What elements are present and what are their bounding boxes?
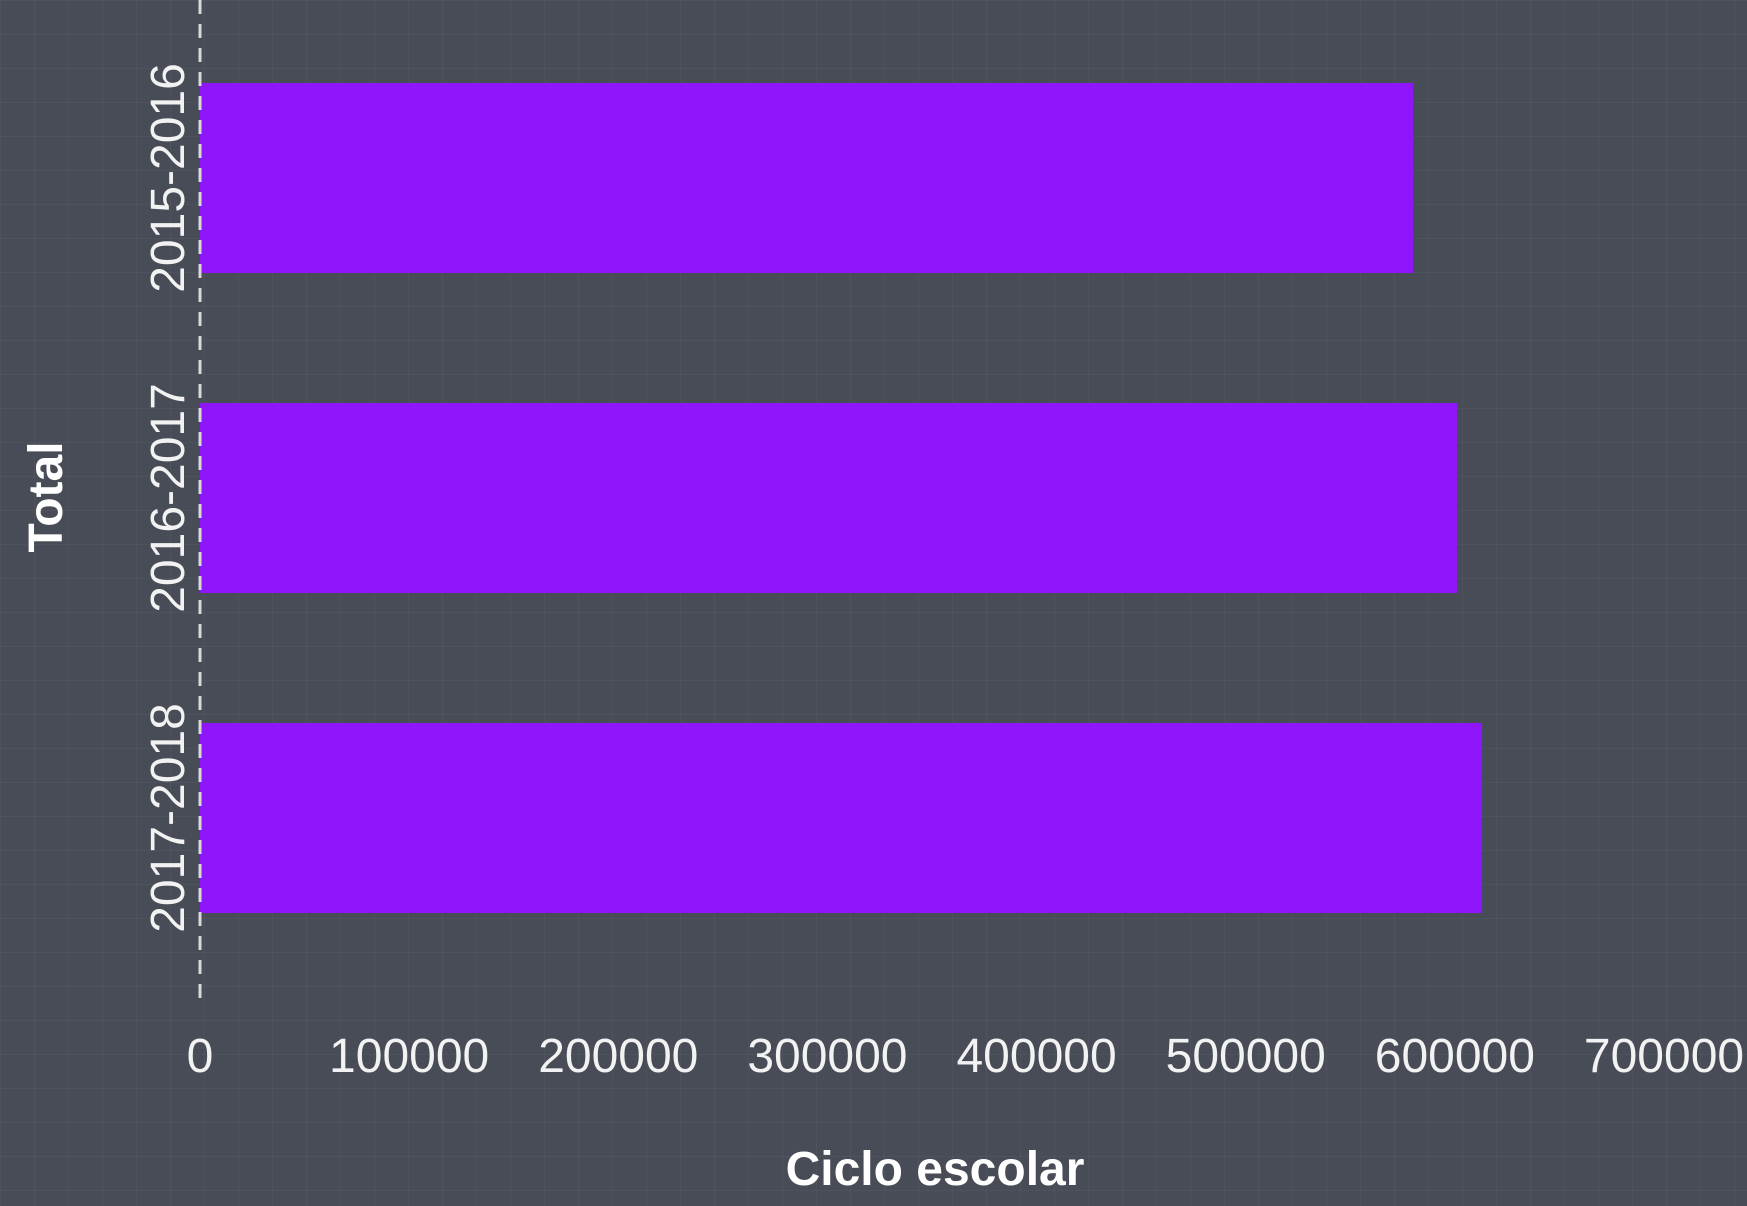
x-tick-label: 200000	[538, 1030, 698, 1083]
x-tick-label: 400000	[956, 1030, 1116, 1083]
x-tick-label: 300000	[747, 1030, 907, 1083]
bars-group	[200, 83, 1483, 913]
x-tick-label: 0	[187, 1030, 214, 1083]
x-tick-label: 600000	[1375, 1030, 1535, 1083]
y-tick-labels: 2015-2016 2016-2017 2017-2018	[142, 63, 195, 933]
y-axis-title: Total	[20, 441, 73, 552]
x-tick-labels: 0 100000 200000 300000 400000 500000 600000 700…	[187, 1030, 1744, 1083]
x-tick-label: 700000	[1584, 1030, 1744, 1083]
x-tick-label: 500000	[1166, 1030, 1326, 1083]
y-tick-label: 2015-2016	[142, 63, 195, 293]
x-tick-label: 100000	[329, 1030, 489, 1083]
y-tick-label: 2016-2017	[142, 383, 195, 613]
bar-2016-2017	[200, 403, 1457, 593]
y-tick-label: 2017-2018	[142, 703, 195, 933]
bar-2017-2018	[200, 723, 1483, 913]
x-axis-title: Ciclo escolar	[786, 1143, 1085, 1196]
bar-2015-2016	[200, 83, 1414, 273]
